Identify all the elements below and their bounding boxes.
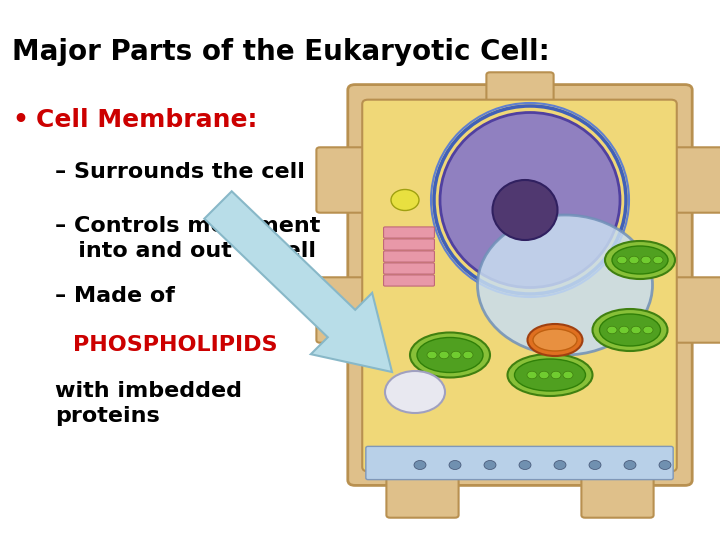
- Circle shape: [427, 351, 437, 359]
- Circle shape: [519, 461, 531, 469]
- FancyBboxPatch shape: [384, 251, 434, 262]
- Ellipse shape: [385, 371, 445, 413]
- Ellipse shape: [477, 215, 652, 355]
- FancyBboxPatch shape: [362, 100, 677, 471]
- Ellipse shape: [600, 314, 660, 346]
- FancyBboxPatch shape: [387, 462, 459, 518]
- FancyBboxPatch shape: [582, 462, 654, 518]
- Circle shape: [484, 461, 496, 469]
- Text: – Surrounds the cell: – Surrounds the cell: [55, 162, 305, 182]
- Circle shape: [527, 372, 537, 379]
- Text: Major Parts of the Eukaryotic Cell:: Major Parts of the Eukaryotic Cell:: [12, 38, 550, 66]
- Text: with imbedded
proteins: with imbedded proteins: [55, 381, 242, 426]
- FancyBboxPatch shape: [384, 275, 434, 286]
- Ellipse shape: [417, 338, 483, 373]
- Circle shape: [439, 351, 449, 359]
- Circle shape: [551, 372, 561, 379]
- FancyBboxPatch shape: [384, 227, 434, 238]
- Circle shape: [641, 256, 651, 264]
- Circle shape: [463, 351, 473, 359]
- FancyBboxPatch shape: [487, 72, 554, 113]
- Circle shape: [629, 256, 639, 264]
- Ellipse shape: [533, 329, 577, 351]
- Polygon shape: [204, 191, 392, 372]
- Ellipse shape: [528, 324, 582, 356]
- Text: – Controls movement
   into and out of cell: – Controls movement into and out of cell: [55, 216, 320, 261]
- Circle shape: [451, 351, 461, 359]
- Ellipse shape: [410, 333, 490, 377]
- FancyBboxPatch shape: [384, 263, 434, 274]
- Circle shape: [653, 256, 663, 264]
- Ellipse shape: [605, 241, 675, 279]
- Circle shape: [659, 461, 671, 469]
- Ellipse shape: [612, 246, 668, 274]
- FancyBboxPatch shape: [348, 85, 692, 485]
- Circle shape: [631, 326, 641, 334]
- FancyBboxPatch shape: [667, 278, 720, 343]
- Circle shape: [414, 461, 426, 469]
- FancyBboxPatch shape: [384, 239, 434, 250]
- Text: PHOSPHOLIPIDS: PHOSPHOLIPIDS: [73, 335, 278, 355]
- FancyBboxPatch shape: [316, 147, 374, 213]
- Circle shape: [643, 326, 653, 334]
- Circle shape: [449, 461, 461, 469]
- Circle shape: [619, 326, 629, 334]
- FancyBboxPatch shape: [366, 447, 673, 480]
- Circle shape: [624, 461, 636, 469]
- FancyBboxPatch shape: [316, 278, 374, 343]
- Circle shape: [617, 256, 627, 264]
- Ellipse shape: [492, 180, 557, 240]
- Text: •: •: [12, 108, 28, 132]
- Circle shape: [391, 190, 419, 211]
- FancyBboxPatch shape: [667, 147, 720, 213]
- Ellipse shape: [515, 359, 585, 391]
- Circle shape: [607, 326, 617, 334]
- Circle shape: [554, 461, 566, 469]
- Ellipse shape: [508, 354, 593, 396]
- Ellipse shape: [593, 309, 667, 351]
- Circle shape: [589, 461, 601, 469]
- Text: – Made of: – Made of: [55, 286, 175, 306]
- Ellipse shape: [440, 112, 620, 287]
- Circle shape: [563, 372, 573, 379]
- Text: Cell Membrane:: Cell Membrane:: [36, 108, 257, 132]
- Circle shape: [539, 372, 549, 379]
